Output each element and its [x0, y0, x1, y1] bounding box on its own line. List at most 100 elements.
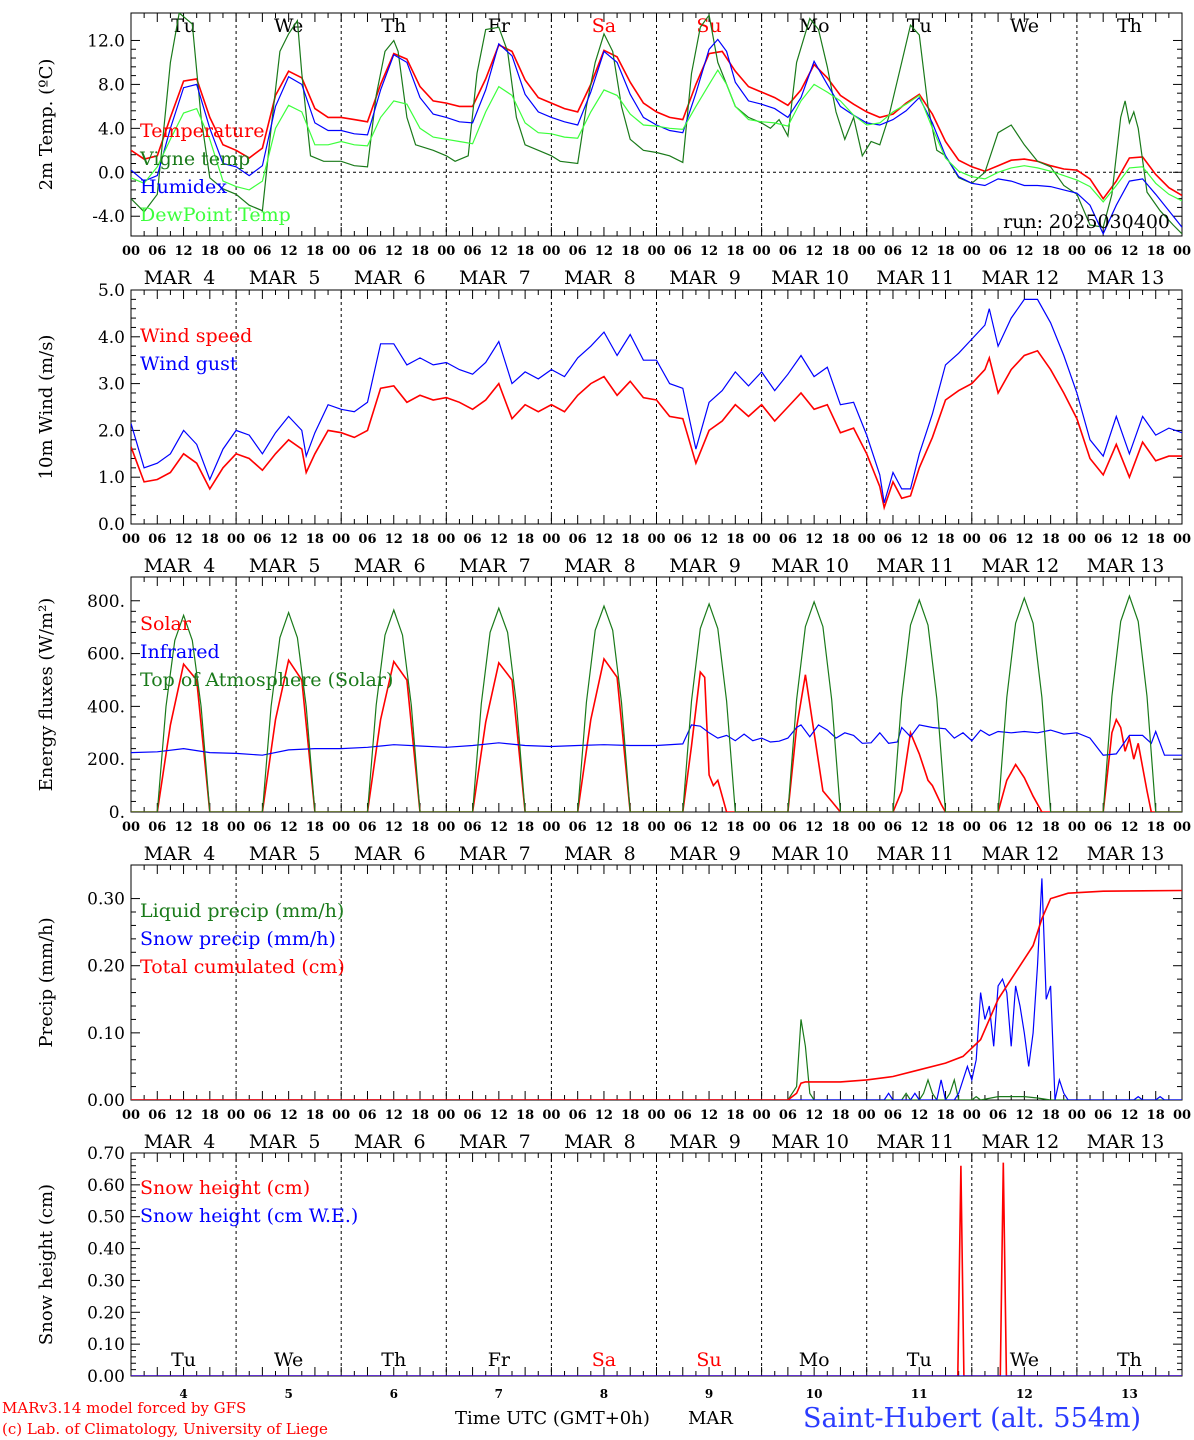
date-label: MAR 8 — [564, 555, 636, 577]
hour-label: 00 — [1068, 244, 1086, 259]
legend-entry: Wind speed — [140, 325, 252, 347]
hour-label: 18 — [201, 532, 219, 547]
hour-label: 00 — [1068, 1108, 1086, 1123]
hour-label: 00 — [858, 820, 876, 835]
hour-label: 18 — [306, 1108, 324, 1123]
y-tick-label: 1.0 — [98, 468, 125, 488]
hour-label: 12 — [805, 1108, 823, 1123]
y-tick-label: 0.10 — [87, 1024, 125, 1044]
hour-label: 18 — [201, 820, 219, 835]
weekday-label: Mo — [799, 1349, 830, 1371]
y-tick-label: 0.0 — [98, 163, 125, 183]
hour-label: 00 — [437, 532, 455, 547]
panel-snow: 0.00 0.10 0.20 0.30 0.40 0.50 0.60 0.70 Snow hei… — [36, 1144, 1183, 1401]
hour-label: 18 — [1147, 1108, 1165, 1123]
y-tick-label: 800. — [87, 592, 125, 612]
hour-label: 12 — [1015, 820, 1033, 835]
hour-label: 12 — [910, 244, 928, 259]
hour-label: 00 — [1068, 820, 1086, 835]
y-tick-label: 5.0 — [98, 281, 125, 301]
hour-label: 18 — [726, 532, 744, 547]
hour-label: 12 — [490, 532, 508, 547]
date-label: MAR 6 — [354, 555, 426, 577]
hour-label: 00 — [647, 1108, 665, 1123]
hour-label: 00 — [227, 532, 245, 547]
hour-label: 06 — [1094, 1108, 1112, 1123]
hour-label: 12 — [1015, 532, 1033, 547]
hour-label: 06 — [674, 1108, 692, 1123]
hour-label: 12 — [1015, 1108, 1033, 1123]
hour-label: 12 — [805, 532, 823, 547]
date-label: MAR 10 — [771, 1131, 849, 1153]
date-label: MAR 13 — [1087, 555, 1165, 577]
y-axis-label: Snow height (cm) — [36, 1184, 57, 1345]
hour-label: 12 — [175, 532, 193, 547]
y-tick-label: 2.0 — [98, 421, 125, 441]
hour-label: 00 — [858, 1108, 876, 1123]
hour-label: 18 — [621, 244, 639, 259]
hour-label: 00 — [647, 244, 665, 259]
y-tick-label: 0. — [109, 803, 125, 823]
hour-label: 18 — [621, 1108, 639, 1123]
hour-label: 18 — [1042, 532, 1060, 547]
hour-label: 06 — [779, 1108, 797, 1123]
hour-label: 12 — [175, 820, 193, 835]
y-tick-label: 0.10 — [87, 1335, 125, 1355]
date-label: MAR 10 — [771, 555, 849, 577]
weekday-label: Sa — [592, 15, 616, 37]
hour-label: 18 — [831, 532, 849, 547]
date-label: MAR 12 — [981, 843, 1059, 865]
hour-label: 00 — [1173, 820, 1191, 835]
series-line-snow-precip-mm-h — [131, 878, 1182, 1100]
hour-label: 00 — [122, 244, 140, 259]
hour-label: 06 — [989, 820, 1007, 835]
date-label: MAR 7 — [459, 267, 531, 289]
date-label: MAR 8 — [564, 1131, 636, 1153]
hour-label: 18 — [201, 244, 219, 259]
weekday-label: Fr — [488, 1349, 511, 1371]
panel-temp: -4.0 0.0 4.0 8.0 12.0 2m Temp. (ºC) 00 06 12 18 MA… — [36, 12, 1191, 289]
hour-label: 06 — [674, 820, 692, 835]
hour-label: 18 — [1042, 820, 1060, 835]
hour-label: 06 — [148, 820, 166, 835]
hour-label: 18 — [306, 820, 324, 835]
hour-label: 12 — [385, 532, 403, 547]
hour-label: 00 — [858, 532, 876, 547]
date-label: MAR 7 — [459, 555, 531, 577]
series-line-vigne-temp — [131, 13, 1182, 235]
day-number-label: 4 — [179, 1387, 187, 1401]
y-tick-label: 0.00 — [87, 1091, 125, 1111]
hour-label: 00 — [437, 1108, 455, 1123]
y-tick-label: 4.0 — [98, 328, 125, 348]
hour-label: 00 — [542, 244, 560, 259]
date-label: MAR 8 — [564, 267, 636, 289]
hour-label: 12 — [1120, 1108, 1138, 1123]
date-label: MAR 9 — [669, 267, 741, 289]
hour-label: 18 — [936, 820, 954, 835]
hour-label: 06 — [779, 820, 797, 835]
hour-label: 12 — [910, 532, 928, 547]
y-tick-label: 8.0 — [98, 75, 125, 95]
series-line-wind-gust — [131, 298, 1182, 504]
y-tick-label: 0.00 — [87, 1367, 125, 1387]
hour-label: 06 — [674, 244, 692, 259]
hour-label: 12 — [490, 1108, 508, 1123]
date-label: MAR 11 — [876, 1131, 954, 1153]
hour-label: 12 — [1120, 532, 1138, 547]
hour-label: 00 — [227, 820, 245, 835]
hour-label: 12 — [595, 1108, 613, 1123]
weekday-label: We — [274, 15, 303, 37]
hour-label: 12 — [805, 244, 823, 259]
hour-label: 06 — [989, 532, 1007, 547]
hour-label: 18 — [1147, 244, 1165, 259]
y-tick-label: 400. — [87, 697, 125, 717]
day-number-label: 8 — [600, 1387, 608, 1401]
hour-label: 18 — [621, 820, 639, 835]
day-number-label: 9 — [705, 1387, 713, 1401]
hour-label: 12 — [595, 532, 613, 547]
hour-label: 00 — [963, 1108, 981, 1123]
hour-label: 06 — [253, 244, 271, 259]
hour-label: 00 — [647, 532, 665, 547]
hour-label: 06 — [253, 820, 271, 835]
date-label: MAR 5 — [249, 267, 321, 289]
